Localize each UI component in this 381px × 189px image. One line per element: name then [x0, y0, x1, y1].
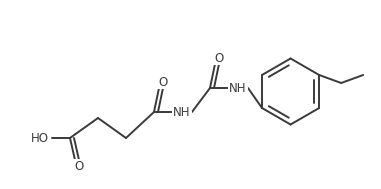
Text: NH: NH: [229, 81, 247, 94]
Text: O: O: [74, 160, 83, 173]
Text: HO: HO: [31, 132, 49, 145]
Text: O: O: [215, 51, 224, 64]
Text: O: O: [158, 75, 168, 88]
Text: NH: NH: [173, 105, 191, 119]
